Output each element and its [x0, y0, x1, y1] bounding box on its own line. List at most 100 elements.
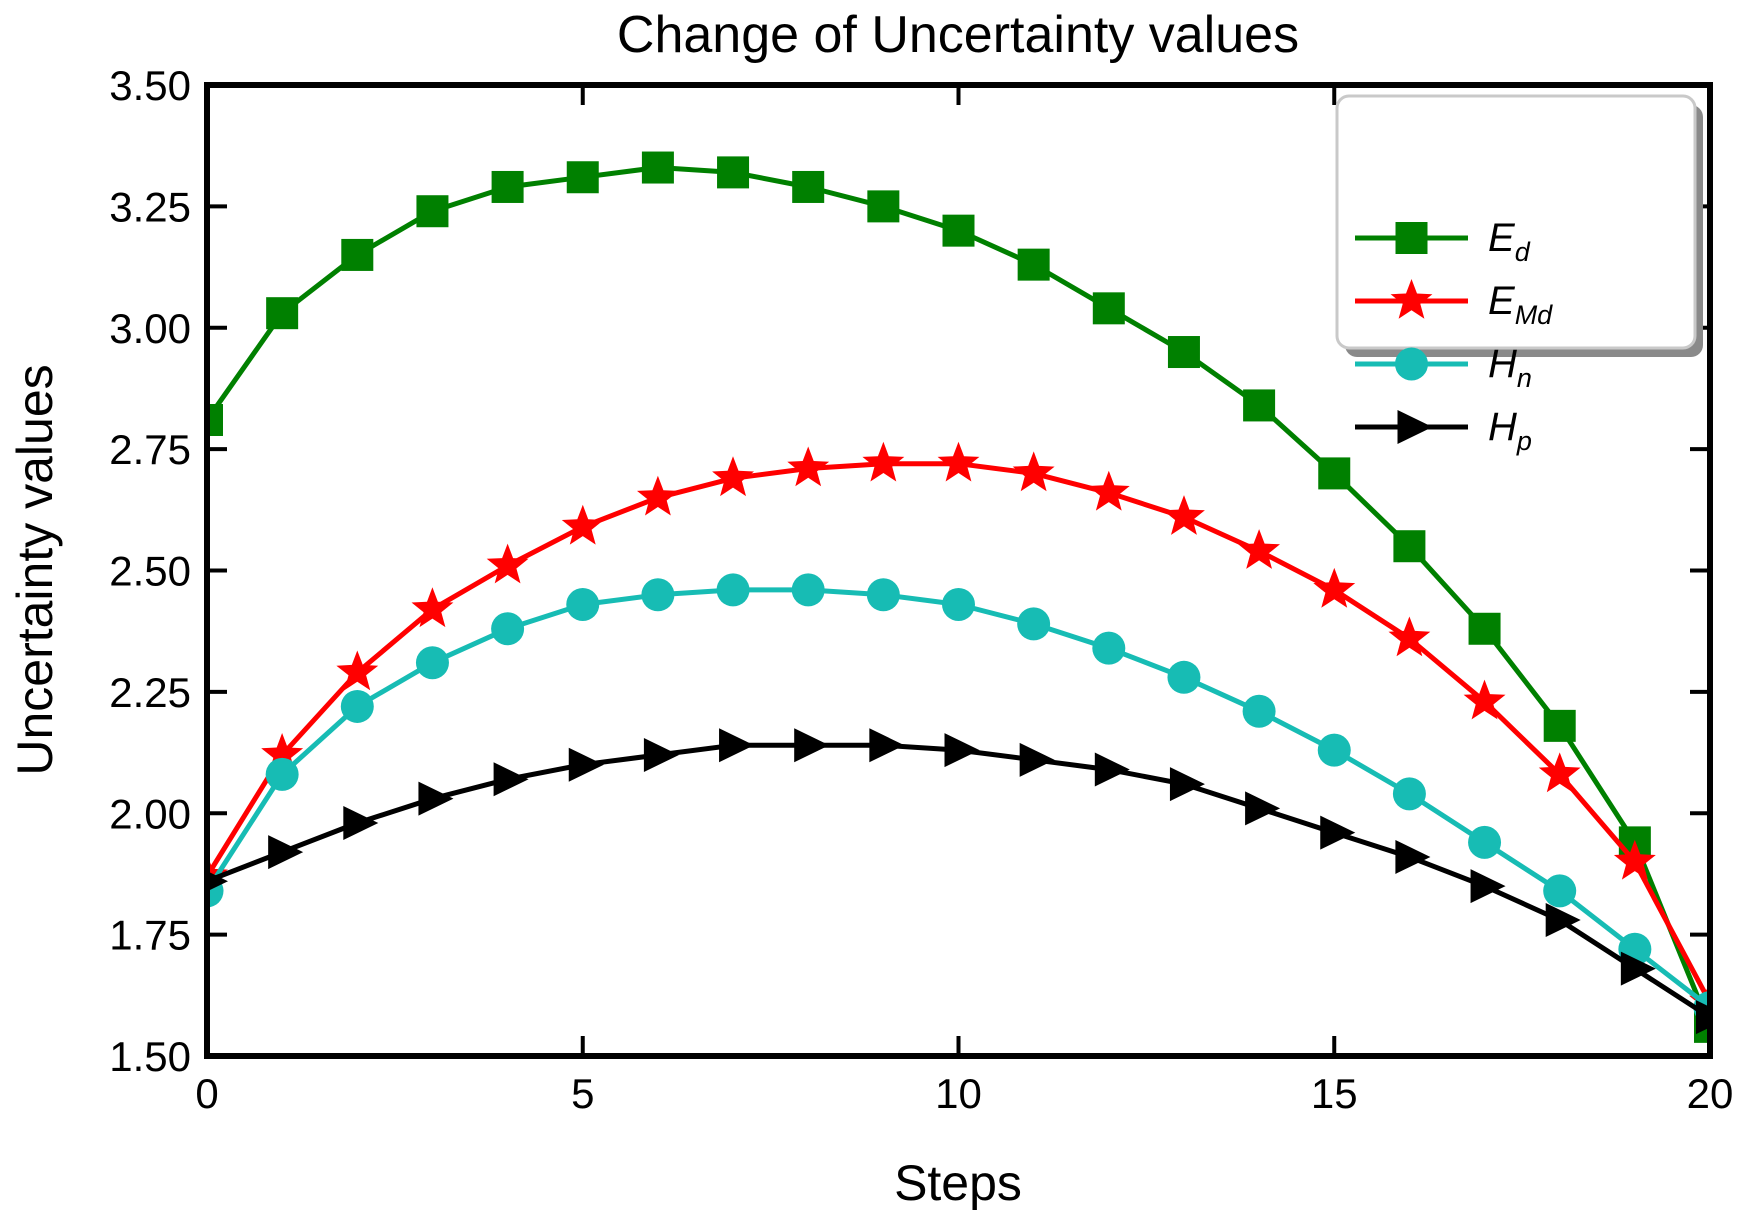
- marker-E_d: [1393, 530, 1426, 563]
- marker-E_d: [416, 195, 449, 228]
- legend-label-E_Md: EMd: [1488, 279, 1553, 330]
- marker-H_n: [1392, 777, 1426, 811]
- marker-E_d: [1468, 612, 1501, 645]
- marker-H_p: [643, 737, 679, 772]
- x-axis-label: Steps: [894, 1155, 1022, 1210]
- series-H_p: [207, 728, 1710, 1035]
- marker-H_n: [791, 573, 825, 607]
- legend-label-E_d: Ed: [1488, 216, 1531, 267]
- marker-E_d: [867, 190, 900, 223]
- marker-E_Md: [862, 441, 905, 482]
- marker-E_Md: [1388, 616, 1431, 657]
- marker-E_Md: [1012, 451, 1055, 492]
- marker-E_d: [942, 214, 975, 247]
- marker-E_Md: [411, 587, 454, 628]
- y-tick-label: 2.25: [109, 669, 191, 716]
- legend-item-H_p: Hp: [1355, 405, 1532, 456]
- y-tick-label: 1.75: [109, 912, 191, 959]
- y-tick-label: 2.00: [109, 790, 191, 837]
- x-tick-label: 10: [935, 1070, 982, 1117]
- series-line-E_Md: [207, 461, 1710, 1004]
- marker-E_d: [266, 297, 299, 330]
- marker-H_n: [1468, 825, 1502, 859]
- x-tick-label: 15: [1311, 1070, 1358, 1117]
- marker-H_n: [1092, 631, 1126, 665]
- marker-E_Md: [486, 543, 529, 584]
- marker-H_p: [719, 728, 755, 763]
- y-tick-label: 2.50: [109, 548, 191, 595]
- marker-H_p: [568, 747, 604, 782]
- y-tick-label: 1.50: [109, 1033, 191, 1080]
- marker-H_n: [1317, 733, 1351, 767]
- marker-E_Md: [637, 475, 679, 516]
- marker-E_Md: [261, 733, 304, 773]
- marker-H_p: [1094, 752, 1130, 787]
- x-tick-label: 0: [195, 1070, 218, 1117]
- marker-H_p: [343, 805, 379, 840]
- marker-E_d: [1243, 389, 1276, 422]
- marker-E_Md: [336, 650, 379, 691]
- marker-H_p: [418, 781, 454, 816]
- marker-H_n: [1543, 874, 1577, 908]
- marker-E_d: [792, 170, 825, 203]
- marker-E_Md: [561, 504, 604, 545]
- marker-H_n: [1242, 694, 1276, 728]
- marker-H_p: [1395, 839, 1431, 874]
- legend-item-E_Md: EMd: [1355, 279, 1553, 330]
- marker-H_n: [340, 689, 374, 723]
- marker-H_p: [1620, 951, 1656, 986]
- legend-label-H_p: Hp: [1488, 405, 1532, 456]
- series-E_d: [207, 151, 1710, 1043]
- marker-H_n: [866, 578, 900, 612]
- marker-H_p: [1696, 1000, 1710, 1035]
- marker-E_d: [717, 156, 750, 189]
- marker-H_p: [493, 762, 529, 797]
- y-axis-label: Uncertainty values: [7, 364, 63, 775]
- marker-E_d: [491, 170, 524, 203]
- x-tick-label: 20: [1687, 1070, 1734, 1117]
- series-E_Md: [207, 441, 1710, 1021]
- marker-H_n: [942, 587, 975, 621]
- marker-E_Md: [787, 446, 830, 487]
- marker-H_n: [1017, 607, 1051, 641]
- marker-H_p: [1545, 903, 1581, 938]
- marker-E_d: [641, 151, 674, 184]
- x-tick-label: 5: [571, 1070, 594, 1117]
- marker-E_d: [341, 238, 374, 271]
- marker-H_n: [716, 573, 750, 607]
- legend-marker-E_Md: [1390, 279, 1433, 319]
- marker-E_d: [1092, 292, 1125, 325]
- plot-frame: [204, 82, 1713, 1059]
- legend-label-H_n: Hn: [1488, 342, 1532, 393]
- marker-H_p: [869, 728, 905, 763]
- marker-E_Md: [1163, 495, 1205, 535]
- marker-E_d: [1017, 248, 1050, 281]
- marker-H_p: [1169, 767, 1205, 802]
- y-tick-label: 2.75: [109, 426, 191, 473]
- marker-H_p: [268, 835, 304, 870]
- marker-H_p: [1470, 869, 1506, 904]
- marker-E_Md: [937, 441, 980, 482]
- marker-H_n: [566, 587, 600, 621]
- marker-E_d: [207, 403, 223, 436]
- marker-E_Md: [1538, 752, 1581, 793]
- y-tick-label: 3.50: [109, 62, 191, 109]
- marker-E_d: [1167, 336, 1200, 369]
- legend-marker-E_d: [1395, 222, 1428, 254]
- marker-E_d: [566, 161, 599, 194]
- y-tick-label: 3.00: [109, 305, 191, 352]
- marker-E_Md: [1313, 567, 1356, 608]
- marker-H_n: [415, 646, 449, 680]
- marker-E_Md: [1087, 470, 1130, 511]
- marker-H_p: [1320, 815, 1356, 850]
- legend-marker-H_n: [1395, 347, 1428, 381]
- legend-marker-H_p: [1397, 410, 1433, 444]
- marker-H_n: [1167, 660, 1201, 694]
- marker-H_n: [491, 612, 525, 646]
- legend-item-E_d: Ed: [1355, 216, 1531, 267]
- chart-title: Change of Uncertainty values: [617, 6, 1299, 64]
- marker-E_d: [1318, 457, 1351, 490]
- marker-H_p: [1019, 742, 1055, 777]
- marker-H_n: [265, 757, 299, 791]
